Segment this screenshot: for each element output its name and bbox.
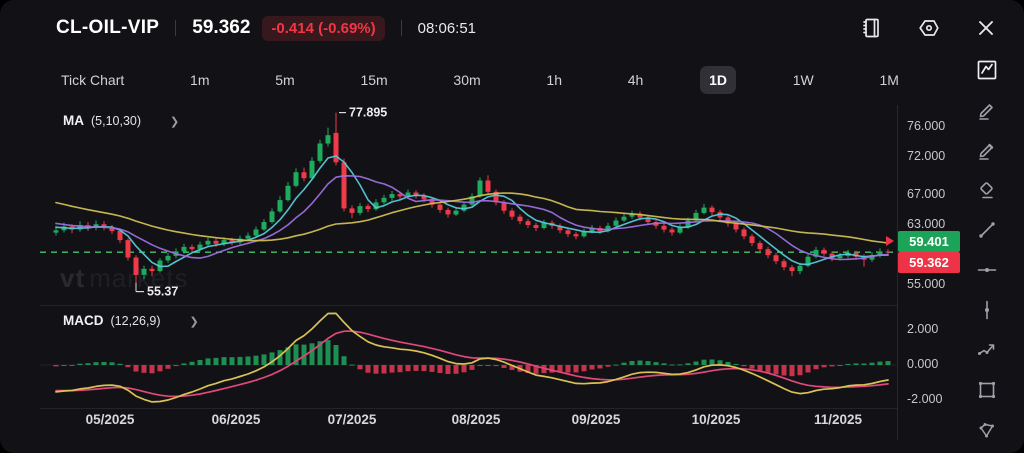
- trend-line-icon[interactable]: [975, 218, 999, 242]
- vt-markets-watermark: vt markets: [60, 263, 189, 293]
- drawing-toolbar: [950, 56, 1024, 453]
- tab-1m[interactable]: 1m: [190, 72, 210, 88]
- month-label: 09/2025: [571, 412, 621, 427]
- main-candlestick-chart[interactable]: 77.895 55.37: [40, 105, 897, 305]
- macd-tick: 0.000: [907, 356, 939, 371]
- macd-name: MACD: [63, 313, 104, 328]
- price-axis-line: [897, 105, 898, 440]
- highlighter-icon[interactable]: [975, 138, 999, 162]
- month-label: 08/2025: [451, 412, 501, 427]
- symbol-title: CL-OIL-VIP: [56, 17, 160, 38]
- header-bar: CL-OIL-VIP 59.362 -0.414 (-0.69%) 08:06:…: [0, 0, 1024, 56]
- price-tick: 72.000: [907, 149, 946, 164]
- price-tick: 55.000: [907, 277, 946, 292]
- polygon-icon[interactable]: [975, 418, 999, 442]
- month-label: 06/2025: [211, 412, 261, 427]
- macd-chart[interactable]: [40, 308, 897, 408]
- price-marker-arrow-icon: [886, 236, 894, 247]
- clock: 08:06:51: [417, 19, 477, 37]
- svg-text:55.37: 55.37: [147, 285, 178, 299]
- tab-4h[interactable]: 4h: [627, 72, 644, 88]
- last-price: 59.362: [192, 17, 251, 38]
- ma-name: MA: [63, 113, 84, 128]
- macd-tick: 2.000: [907, 322, 939, 337]
- ask-price-badge: 59.401: [898, 231, 960, 253]
- svg-text:77.895: 77.895: [349, 106, 387, 120]
- settings-icon[interactable]: [917, 16, 941, 40]
- eraser-icon[interactable]: [975, 178, 999, 202]
- month-label: 11/2025: [813, 412, 863, 427]
- chevron-right-icon[interactable]: ❯: [170, 116, 180, 128]
- tab-15m[interactable]: 15m: [360, 72, 388, 88]
- ma-indicator-label[interactable]: MA (5,10,30) ❯: [63, 113, 179, 128]
- price-tick: 76.000: [907, 118, 946, 133]
- wave-line-icon[interactable]: [975, 338, 999, 362]
- ma-params: (5,10,30): [91, 114, 142, 128]
- chevron-right-icon[interactable]: ❯: [189, 316, 199, 328]
- last-price-badge: 59.362: [898, 252, 960, 274]
- line-chart-icon[interactable]: [975, 58, 999, 82]
- rectangle-icon[interactable]: [975, 378, 999, 402]
- price-change-badge: -0.414 (-0.69%): [262, 15, 385, 41]
- tab-1h[interactable]: 1h: [546, 72, 562, 88]
- tab-1w[interactable]: 1W: [792, 72, 814, 88]
- tab-1m[interactable]: 1M: [879, 72, 899, 88]
- macd-params: (12,26,9): [110, 314, 161, 328]
- macd-indicator-label[interactable]: MACD (12,26,9) ❯: [63, 313, 199, 328]
- pencil-icon[interactable]: [975, 98, 999, 122]
- tab-30m[interactable]: 30m: [453, 72, 481, 88]
- time-axis[interactable]: 05/2025 06/2025 07/2025 08/2025 09/2025 10/20…: [0, 412, 1024, 436]
- tab-5m[interactable]: 5m: [275, 72, 295, 88]
- macd-xaxis-divider: [40, 408, 897, 409]
- month-label: 10/2025: [691, 412, 741, 427]
- vertical-line-icon[interactable]: [975, 298, 999, 322]
- price-tick: 63.000: [907, 217, 946, 231]
- tab-1d[interactable]: 1D: [700, 66, 736, 94]
- journal-icon[interactable]: [860, 16, 884, 40]
- divider: [400, 20, 402, 36]
- close-icon[interactable]: [974, 16, 998, 40]
- tab-tick-chart[interactable]: Tick Chart: [61, 72, 125, 88]
- month-label: 07/2025: [327, 412, 377, 427]
- chart-macd-divider: [40, 305, 897, 306]
- divider: [175, 20, 177, 36]
- month-label: 05/2025: [85, 412, 135, 427]
- macd-tick: -2.000: [907, 391, 943, 406]
- horizontal-line-icon[interactable]: [975, 258, 999, 282]
- timeframe-tabs: Tick Chart 1m 5m 15m 30m 1h 4h 1D 1W 1M: [52, 62, 908, 98]
- price-tick: 67.000: [907, 186, 946, 201]
